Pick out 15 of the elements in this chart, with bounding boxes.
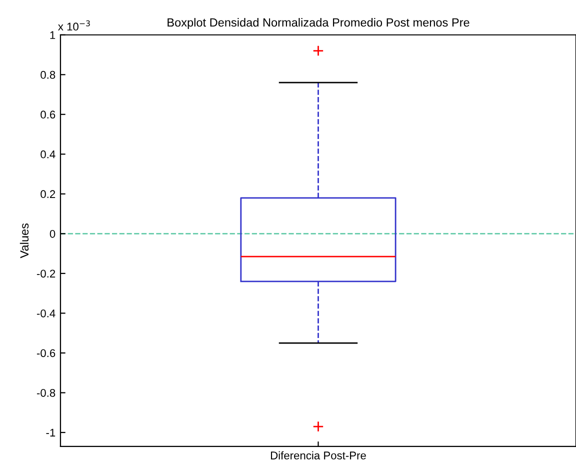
y-tick-label: 0 (50, 230, 56, 238)
y-tick-label: 0.6 (40, 110, 56, 119)
x-tick-label: Diferencia Post-Pre (270, 451, 366, 460)
y-axis-title: Values (20, 223, 29, 258)
y-tick-label: 0.8 (40, 70, 56, 79)
y-tick-label: -0.8 (36, 388, 56, 397)
y-tick-label: 0.2 (40, 190, 56, 198)
y-tick-label: -0.6 (36, 349, 56, 358)
y-tick-label: 0.4 (40, 150, 56, 158)
text: x 10$^{−3}$ (58, 20, 90, 31)
y-tick-label: -0.4 (36, 309, 56, 318)
chart-title: Boxplot Densidad Normalizada Promedio Post menos Pre (168, 18, 470, 29)
y-tick-label: -1 (46, 428, 56, 437)
y-tick-label: -0.2 (36, 270, 56, 278)
y-tick-label: 1 (50, 31, 56, 39)
